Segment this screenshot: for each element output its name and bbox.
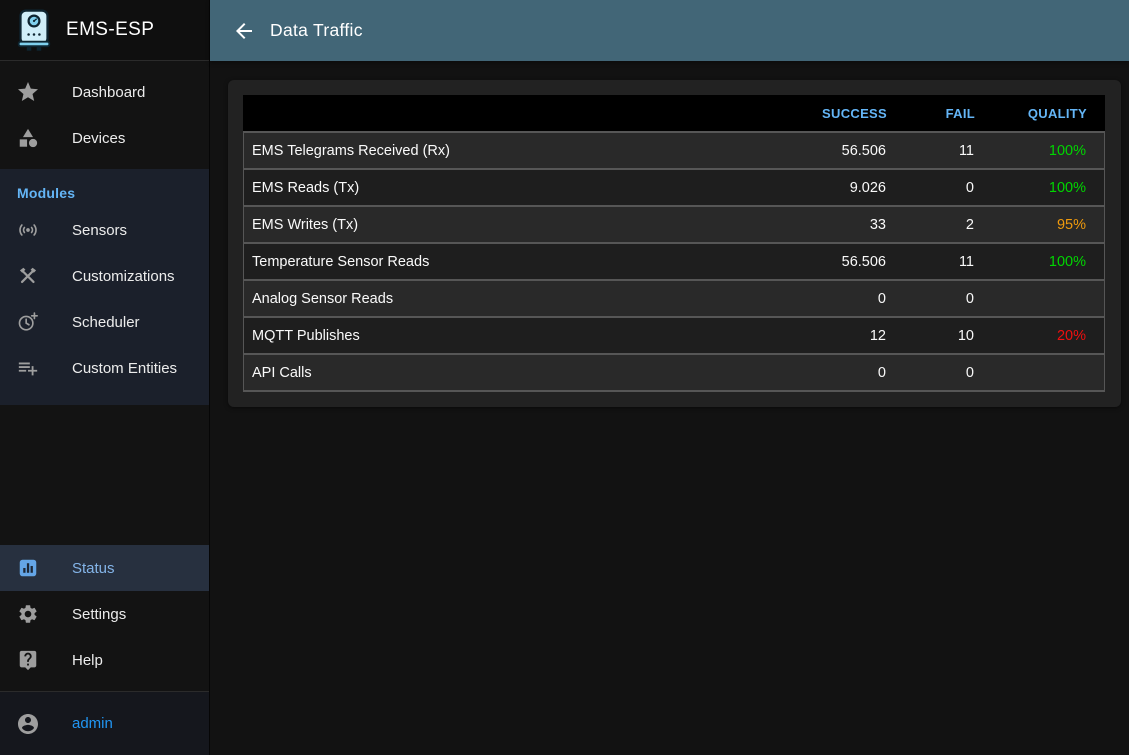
row-success: 56.506 <box>841 253 886 270</box>
row-fail: 2 <box>965 216 974 233</box>
sidebar-item-help[interactable]: Help <box>0 637 209 683</box>
row-label: API Calls <box>252 364 312 381</box>
sidebar-item-label: Scheduler <box>72 313 140 331</box>
table-row: Analog Sensor Reads 0 0 <box>244 279 1104 316</box>
row-label: EMS Writes (Tx) <box>252 216 359 233</box>
sidebar-item-custom-entities[interactable]: Custom Entities <box>0 345 209 391</box>
row-label: MQTT Publishes <box>252 327 360 344</box>
sidebar-item-sensors[interactable]: Sensors <box>0 207 209 253</box>
sidebar-item-scheduler[interactable]: Scheduler <box>0 299 209 345</box>
table-row: EMS Reads (Tx) 9.026 0 100% <box>244 168 1104 205</box>
row-success: 56.506 <box>841 142 886 159</box>
sidebar-item-label: Help <box>72 651 103 669</box>
app-title: EMS-ESP <box>66 19 155 40</box>
table-row: EMS Writes (Tx) 33 2 95% <box>244 205 1104 242</box>
boiler-icon <box>16 9 52 51</box>
row-fail: 10 <box>957 327 974 344</box>
row-fail: 11 <box>958 142 974 159</box>
sidebar-item-label: Sensors <box>72 221 128 239</box>
help-icon <box>16 648 40 672</box>
sidebar-item-customizations[interactable]: Customizations <box>0 253 209 299</box>
page-title: Data Traffic <box>270 20 363 40</box>
row-label: EMS Reads (Tx) <box>252 179 360 196</box>
gear-icon <box>16 602 40 626</box>
analytics-icon <box>16 556 40 580</box>
sidebar-item-status[interactable]: Status <box>0 545 209 591</box>
row-success: 0 <box>877 364 886 381</box>
clock-plus-icon <box>16 310 40 334</box>
row-quality: 100% <box>1048 179 1086 196</box>
sidebar-item-label: Custom Entities <box>72 359 178 377</box>
sidebar-spacer <box>0 405 209 537</box>
table-body: EMS Telegrams Received (Rx) 56.506 11 10… <box>243 131 1105 392</box>
sidebar-item-dashboard[interactable]: Dashboard <box>0 69 209 115</box>
row-quality: 100% <box>1048 142 1086 159</box>
category-icon <box>16 126 40 150</box>
data-traffic-panel: SUCCESS FAIL QUALITY EMS Telegrams Recei… <box>228 80 1121 407</box>
row-label: Temperature Sensor Reads <box>252 253 430 270</box>
row-success: 0 <box>877 290 886 307</box>
playlist-add-icon <box>16 356 40 380</box>
sidebar-nav-main: Dashboard Devices <box>0 61 209 169</box>
row-quality: 95% <box>1056 216 1086 233</box>
star-icon <box>16 80 40 104</box>
back-button[interactable] <box>232 19 256 43</box>
row-quality: 100% <box>1048 253 1086 270</box>
sidebar: EMS-ESP Dashboard Devices Modules <box>0 0 210 755</box>
user-name: admin <box>72 715 113 732</box>
sidebar-modules-section: Modules Sensors Customizations Scheduler <box>0 169 209 405</box>
table-header-row: SUCCESS FAIL QUALITY <box>243 95 1105 131</box>
content-area: SUCCESS FAIL QUALITY EMS Telegrams Recei… <box>210 61 1129 755</box>
sidebar-nav-bottom: Status Settings Help <box>0 537 209 691</box>
sidebar-item-label: Settings <box>72 605 127 623</box>
column-header-success: SUCCESS <box>822 105 887 121</box>
sidebar-item-admin[interactable]: admin <box>0 691 209 755</box>
row-success: 9.026 <box>849 179 886 196</box>
page-header: Data Traffic <box>210 0 1129 61</box>
sidebar-item-label: Dashboard <box>72 83 146 101</box>
row-success: 12 <box>869 327 886 344</box>
row-fail: 0 <box>965 364 974 381</box>
column-header-quality: QUALITY <box>1027 105 1087 121</box>
table-row: EMS Telegrams Received (Rx) 56.506 11 10… <box>244 131 1104 168</box>
sidebar-item-label: Status <box>72 559 115 577</box>
app-logo-row: EMS-ESP <box>0 0 209 61</box>
row-fail: 11 <box>958 253 974 270</box>
column-header-fail: FAIL <box>945 105 975 121</box>
row-quality: 20% <box>1056 327 1086 344</box>
sidebar-item-devices[interactable]: Devices <box>0 115 209 161</box>
table-row: Temperature Sensor Reads 56.506 11 100% <box>244 242 1104 279</box>
row-fail: 0 <box>965 290 974 307</box>
table-row: API Calls 0 0 <box>244 353 1104 390</box>
row-success: 33 <box>869 216 886 233</box>
table-row: MQTT Publishes 12 10 20% <box>244 316 1104 353</box>
account-circle-icon <box>16 712 40 736</box>
tools-icon <box>16 264 40 288</box>
modules-section-label: Modules <box>17 185 76 201</box>
main-area: Data Traffic SUCCESS FAIL QUALITY EMS Te… <box>210 0 1129 755</box>
sidebar-item-label: Customizations <box>72 267 175 285</box>
sidebar-item-settings[interactable]: Settings <box>0 591 209 637</box>
row-label: Analog Sensor Reads <box>252 290 394 307</box>
row-fail: 0 <box>965 179 974 196</box>
arrow-back-icon <box>236 22 252 39</box>
sidebar-item-label: Devices <box>72 129 126 147</box>
row-label: EMS Telegrams Received (Rx) <box>252 142 450 159</box>
sensors-icon <box>16 218 40 242</box>
data-traffic-table: SUCCESS FAIL QUALITY EMS Telegrams Recei… <box>243 95 1105 392</box>
